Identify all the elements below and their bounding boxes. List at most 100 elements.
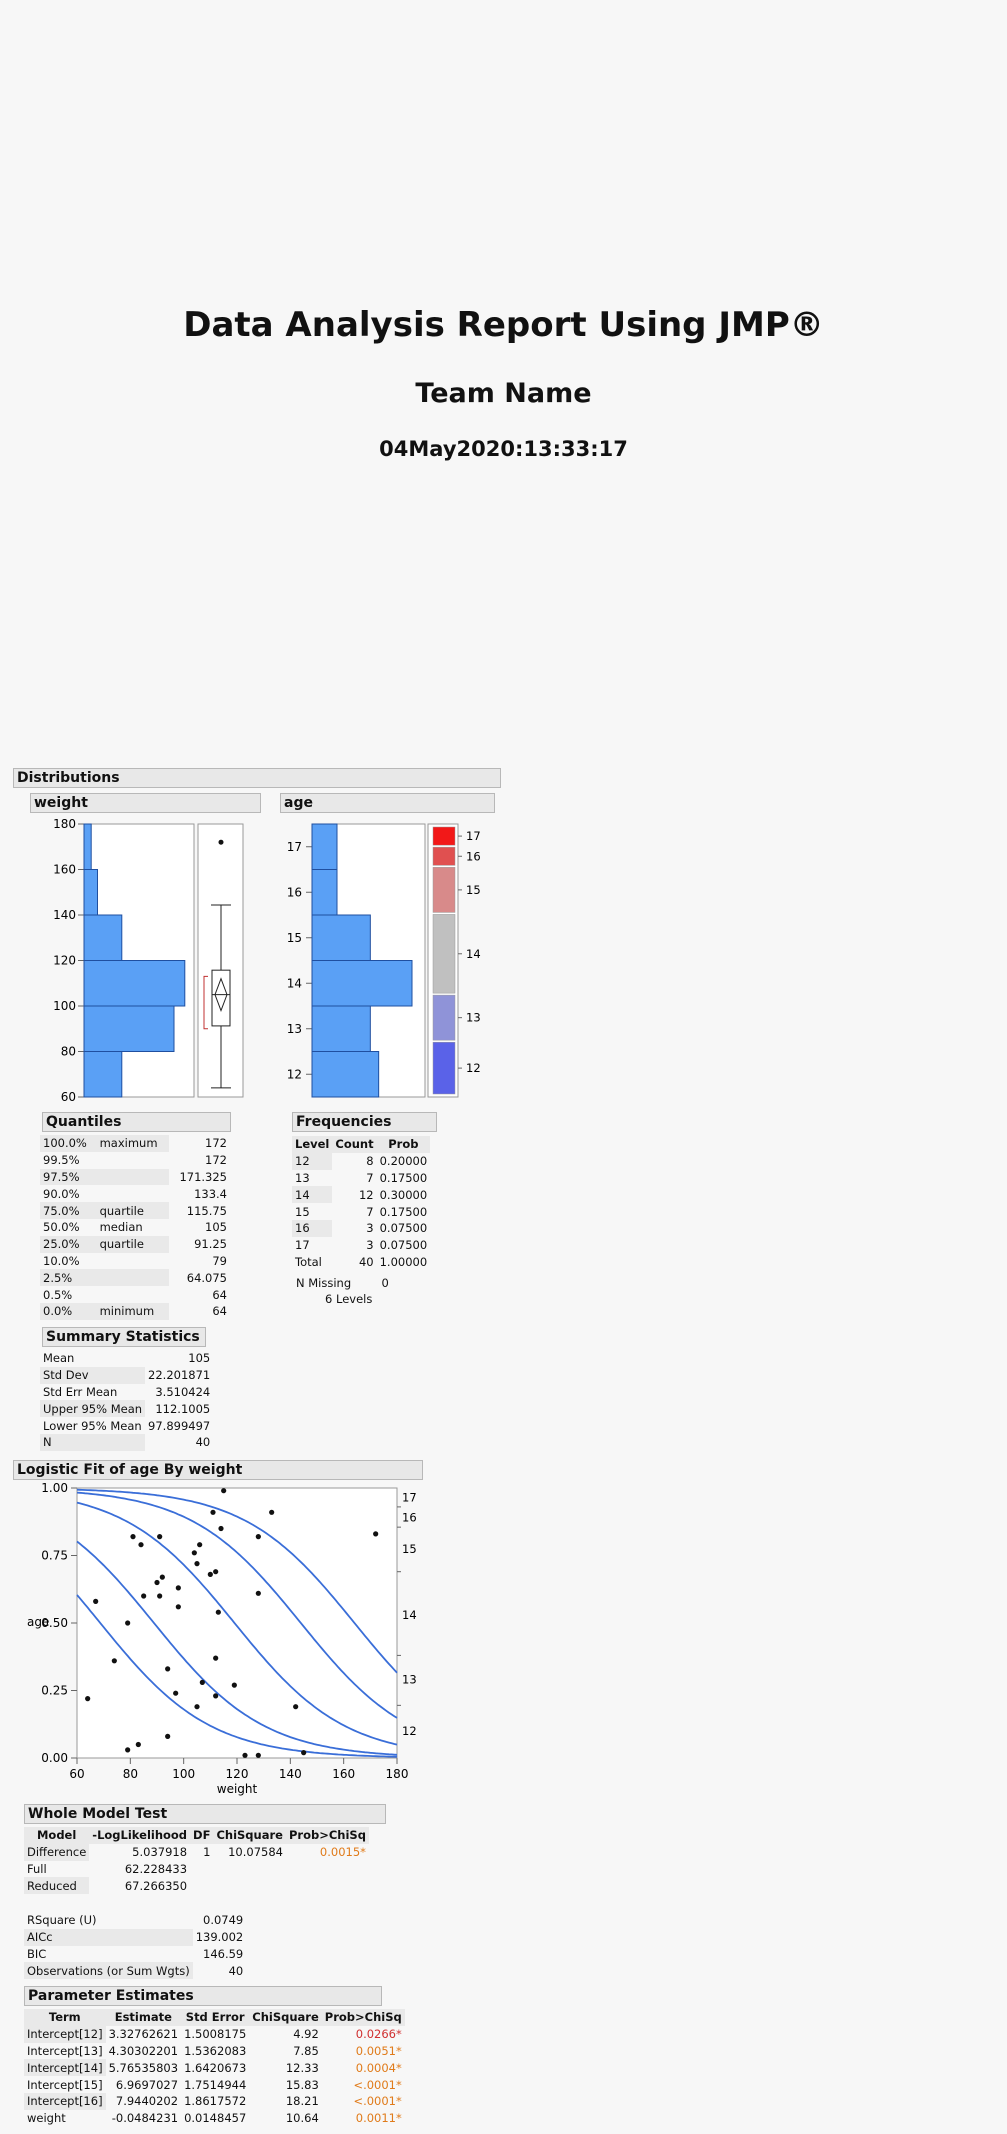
frequency-total-prob: 1.00000 [379,1254,428,1269]
parameter-chisquare: 4.92 [293,2027,319,2042]
column-header[interactable]: ChiSquare [213,1827,286,1844]
table-row: 10.0% 79 [40,1253,230,1270]
logistic-right-level-label: 16 [402,1511,417,1525]
quantile-value: 171.325 [179,1169,227,1184]
age-mosaic-segment [432,914,456,994]
column-header[interactable]: Term [24,2009,106,2026]
parameter-term: Intercept[13] [27,2043,103,2058]
logistic-right-level-label: 14 [402,1608,417,1622]
weight-histogram-bar [83,1005,175,1052]
boxplot-mean-diamond [214,977,228,1012]
column-header[interactable]: Level [292,1136,333,1153]
column-header[interactable]: DF [190,1827,214,1844]
column-header[interactable]: Std Error [181,2009,250,2026]
column-header[interactable]: Estimate [105,2009,182,2026]
parameter-estimates-table: Term Estimate Std Error ChiSquare Prob>ChiSq… [24,2009,405,2127]
logistic-data-point [194,1561,200,1567]
levels-label: Levels [335,1292,373,1306]
fit-statistics-table: RSquare (U) 0.0749 AICc 139.002 BIC 146.59 Obs… [24,1912,246,1980]
quantile-label [96,1269,170,1287]
table-row: 99.5% 172 [40,1152,230,1169]
quantile-percent: 10.0% [43,1253,80,1268]
logistic-data-point [135,1741,141,1748]
age-mosaic-segment [432,826,456,846]
frequency-prob: 0.17500 [379,1170,428,1185]
frequency-count: 3 [366,1238,374,1253]
parameter-estimates-header[interactable]: Parameter Estimates [24,1986,382,2006]
logistic-right-level-label: 17 [402,1490,417,1504]
table-row: Upper 95% Mean 112.1005 [40,1400,213,1418]
quantile-value: 115.75 [186,1203,227,1218]
logistic-data-point [165,1733,171,1739]
age-mosaic-label: 15 [466,883,481,897]
table-row: Intercept[13] 4.30302201 1.5362083 7.85 0.00… [24,2043,405,2060]
quantile-label: median [99,1220,143,1235]
table-row: 25.0% quartile 91.25 [40,1235,230,1253]
summary-statistics-header[interactable]: Summary Statistics [42,1327,206,1347]
frequency-total-count: 40 [358,1254,374,1269]
logistic-data-point [221,1488,227,1494]
weight-header[interactable]: weight [30,793,261,813]
parameter-estimate: 3.32762621 [108,2027,179,2042]
logistic-plot-area [76,1487,398,1759]
column-header[interactable]: -LogLikelihood [89,1827,191,1844]
fit-stat-value: 0.0749 [203,1913,244,1928]
age-histogram-bar [311,914,371,961]
fit-stat-label: RSquare (U) [27,1913,97,1928]
logistic-data-point [218,1525,224,1532]
parameter-estimate: 7.9440202 [115,2094,179,2109]
column-header[interactable]: ChiSquare [249,2009,322,2026]
column-header[interactable]: Model [24,1827,90,1844]
summary-value: 22.201871 [148,1368,211,1383]
weight-histogram-bar [83,823,92,870]
parameter-chisquare: 12.33 [285,2060,319,2075]
quantile-value: 64 [212,1287,227,1302]
quantile-percent: 100.0% [40,1135,97,1152]
logistic-data-point [293,1704,299,1710]
logistic-data-point [130,1534,136,1540]
logistic-right-level-label: 15 [402,1542,417,1556]
distributions-header[interactable]: Distributions [13,768,501,788]
column-header[interactable]: Prob>ChiSq [285,1827,369,1844]
whole-model-test-header[interactable]: Whole Model Test [24,1804,386,1824]
table-row: Difference 5.037918 1 10.07584 0.0015* [24,1843,369,1861]
logistic-data-point [125,1620,131,1626]
report-title: Data Analysis Report Using JMP® [183,305,824,345]
logistic-y-tick-label: 0.75 [41,1549,68,1563]
parameter-term: weight [27,2111,66,2126]
summary-label: Std Err Mean [43,1384,118,1399]
table-row: 97.5% 171.325 [40,1168,230,1186]
logistic-x-tick-label: 180 [386,1767,409,1781]
logistic-curve [76,1501,398,1746]
model-chisquare [213,1861,286,1878]
parameter-chisquare: 15.83 [285,2077,319,2092]
logistic-data-point [173,1690,179,1696]
table-row: 17 3 0.07500 [292,1237,430,1254]
n-missing: N Missing 0 [296,1276,389,1290]
parameter-estimate: 6.9697027 [115,2077,179,2092]
quantiles-header[interactable]: Quantiles [42,1112,231,1132]
summary-label: Lower 95% Mean [43,1418,142,1433]
model-df: 1 [203,1845,211,1860]
frequency-total-label: Total [295,1254,322,1269]
column-header[interactable]: Count [332,1136,377,1153]
boxplot-box [211,969,231,1027]
quantiles-table: 100.0% maximum 172 99.5% 172 97.5% 171.325 90.0… [40,1135,230,1320]
age-histogram-bar [311,823,338,870]
weight-histogram-bar [83,1051,123,1098]
quantile-value: 79 [212,1253,227,1268]
parameter-prob: 0.0051* [355,2043,402,2058]
age-histogram-bar [311,1051,380,1098]
frequency-count: 3 [366,1221,374,1236]
table-row: 90.0% 133.4 [40,1185,230,1202]
logistic-fit-header[interactable]: Logistic Fit of age By weight [13,1460,423,1480]
age-distribution-plot: 12 13 14 15 16 17 17 16 15 14 13 12 [287,823,481,1098]
column-header[interactable]: Prob [376,1136,431,1153]
quantile-percent: 90.0% [43,1186,80,1201]
age-header[interactable]: age [280,793,495,813]
parameter-prob: 0.0011* [355,2111,402,2126]
column-header[interactable]: Prob>ChiSq [321,2009,405,2026]
frequencies-header[interactable]: Frequencies [292,1112,437,1132]
fit-stat-label: Observations (or Sum Wgts) [24,1962,193,1980]
age-mosaic-label: 13 [466,1011,481,1025]
